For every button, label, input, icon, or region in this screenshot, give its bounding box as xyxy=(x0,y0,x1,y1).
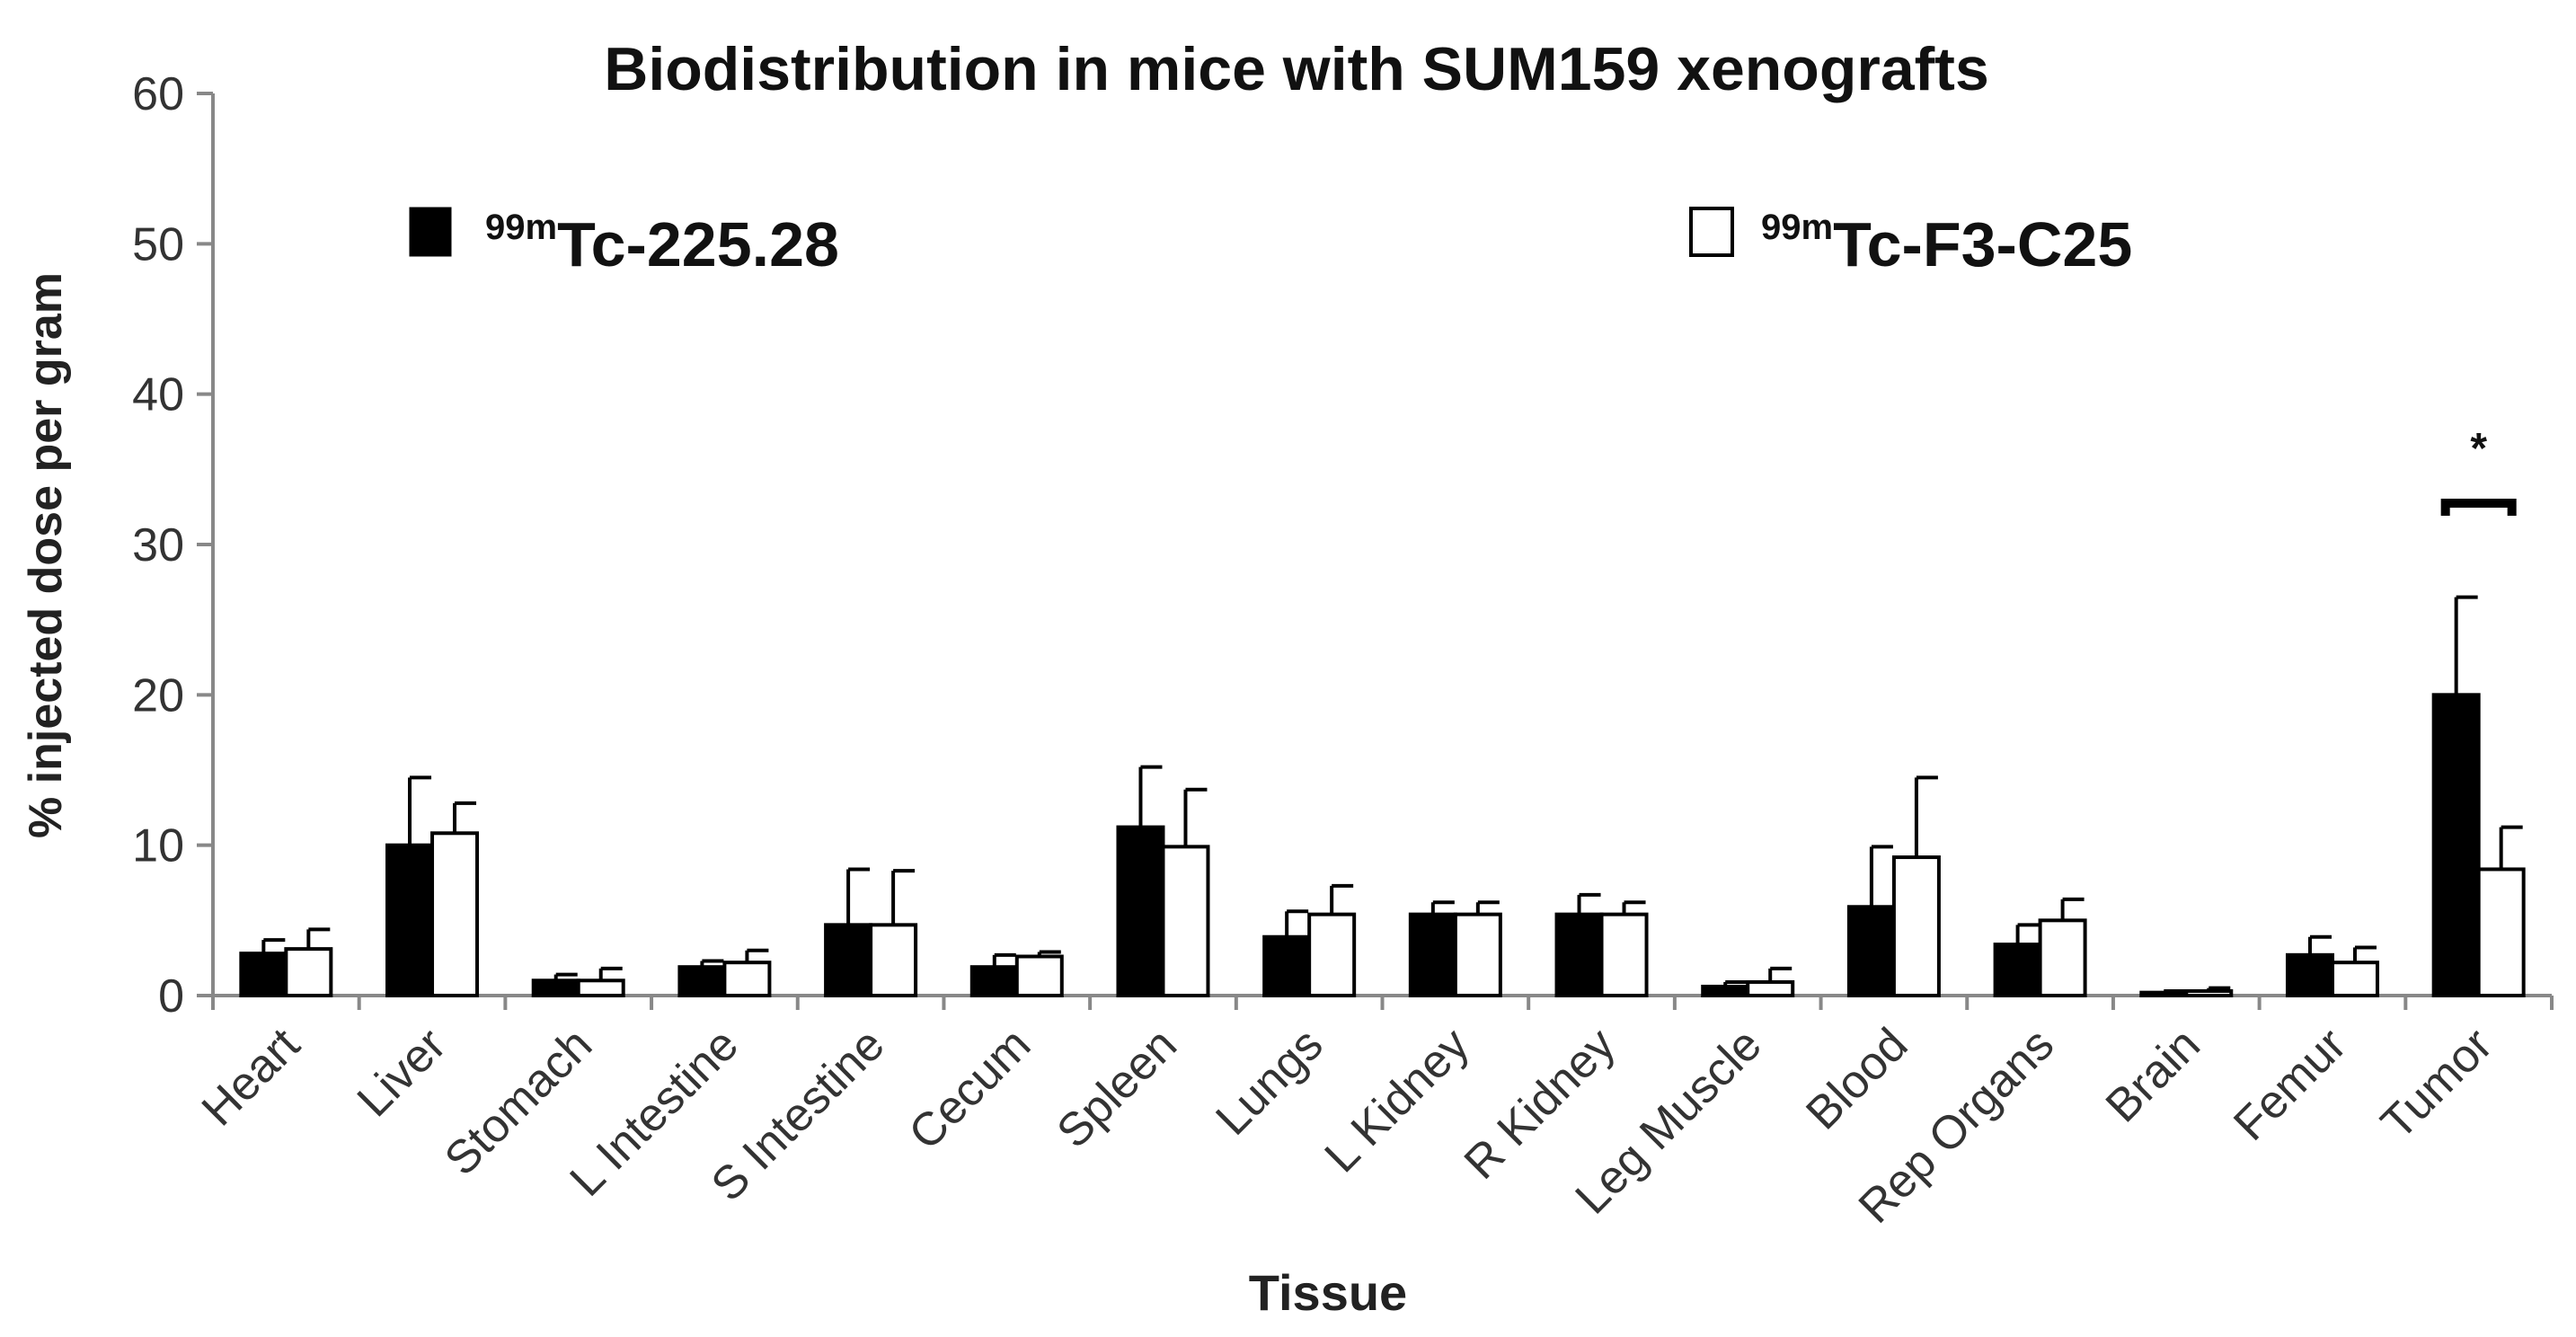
x-tick-label: L Kidney xyxy=(1315,1018,1480,1182)
bar-series-1 xyxy=(1116,825,1165,997)
bar-series-1 xyxy=(2285,952,2334,997)
legend-label-series-1-main: Tc-225.28 xyxy=(557,209,839,279)
bar-series-1 xyxy=(385,843,435,998)
x-tick-label: Liver xyxy=(348,1018,456,1127)
x-tick-label: Cecum xyxy=(899,1018,1040,1159)
bars xyxy=(239,595,2526,998)
bar-series-1 xyxy=(239,952,288,997)
y-tick-label: 20 xyxy=(132,669,184,722)
bar-series-2 xyxy=(1014,954,1064,997)
bar-series-1 xyxy=(2139,990,2189,997)
bar-series-2 xyxy=(576,978,625,998)
bar-series-1 xyxy=(1993,943,2042,998)
legend-label-series-1-sup: 99m xyxy=(485,208,557,247)
annotations: * xyxy=(2440,425,2517,516)
y-tick-label: 50 xyxy=(132,218,184,270)
bar-series-2 xyxy=(869,923,918,998)
bar-series-1 xyxy=(1408,912,1457,998)
legend-swatch-series-2 xyxy=(1689,207,1734,257)
bar-series-1 xyxy=(531,978,580,998)
y-tick-label: 0 xyxy=(158,970,184,1023)
bar-series-1 xyxy=(2431,693,2481,997)
x-tick-label: Spleen xyxy=(1047,1018,1187,1158)
chart-title: Biodistribution in mice with SUM159 xeno… xyxy=(604,35,1989,103)
bar-series-2 xyxy=(1453,912,1502,998)
legend-label-series-2: 99mTc-F3-C25 xyxy=(1761,208,2132,279)
legend-label-series-1: 99mTc-225.28 xyxy=(485,208,839,279)
x-tick-label: Tumor xyxy=(2371,1018,2502,1149)
legend-swatch-series-1 xyxy=(409,207,452,257)
legend-label-series-2-main: Tc-F3-C25 xyxy=(1833,209,2132,279)
bar-series-2 xyxy=(1746,979,1795,997)
bar-series-1 xyxy=(1262,934,1312,997)
y-tick-label: 30 xyxy=(132,519,184,571)
y-tick-label: 10 xyxy=(132,820,184,872)
legend-label-series-2-sup: 99m xyxy=(1761,208,1833,247)
x-tick-label: Brain xyxy=(2096,1018,2210,1132)
bar-series-2 xyxy=(1161,845,1210,998)
significance-bracket xyxy=(2440,499,2517,516)
bar-series-2 xyxy=(2330,961,2379,997)
x-tick-label: Femur xyxy=(2224,1018,2356,1150)
x-tick-label: Blood xyxy=(1796,1018,1917,1139)
x-tick-label: Heart xyxy=(192,1018,310,1136)
bar-series-1 xyxy=(1846,905,1896,997)
y-axis-label: % injected dose per gram xyxy=(20,272,72,838)
bar-series-1 xyxy=(969,965,1019,997)
bar-series-1 xyxy=(1554,912,1604,998)
bar-series-2 xyxy=(430,831,480,998)
bar-series-2 xyxy=(1307,912,1357,998)
bar-series-2 xyxy=(1599,912,1649,998)
y-tick-label: 40 xyxy=(132,369,184,421)
bar-series-2 xyxy=(1891,855,1941,998)
bar-series-2 xyxy=(2476,867,2526,997)
x-axis-label: Tissue xyxy=(1249,1264,1407,1321)
x-tick-label: Lungs xyxy=(1206,1018,1332,1145)
y-tick-label: 60 xyxy=(132,68,184,120)
bar-series-1 xyxy=(824,923,873,998)
legend: 99mTc-225.28 99mTc-F3-C25 xyxy=(409,207,2132,279)
bar-series-2 xyxy=(284,947,333,998)
bar-series-1 xyxy=(1701,984,1750,997)
bar-series-2 xyxy=(722,961,772,997)
significance-star: * xyxy=(2470,425,2487,473)
bar-series-2 xyxy=(2184,988,2234,997)
bar-series-2 xyxy=(2038,918,2087,998)
bar-series-1 xyxy=(677,965,727,997)
